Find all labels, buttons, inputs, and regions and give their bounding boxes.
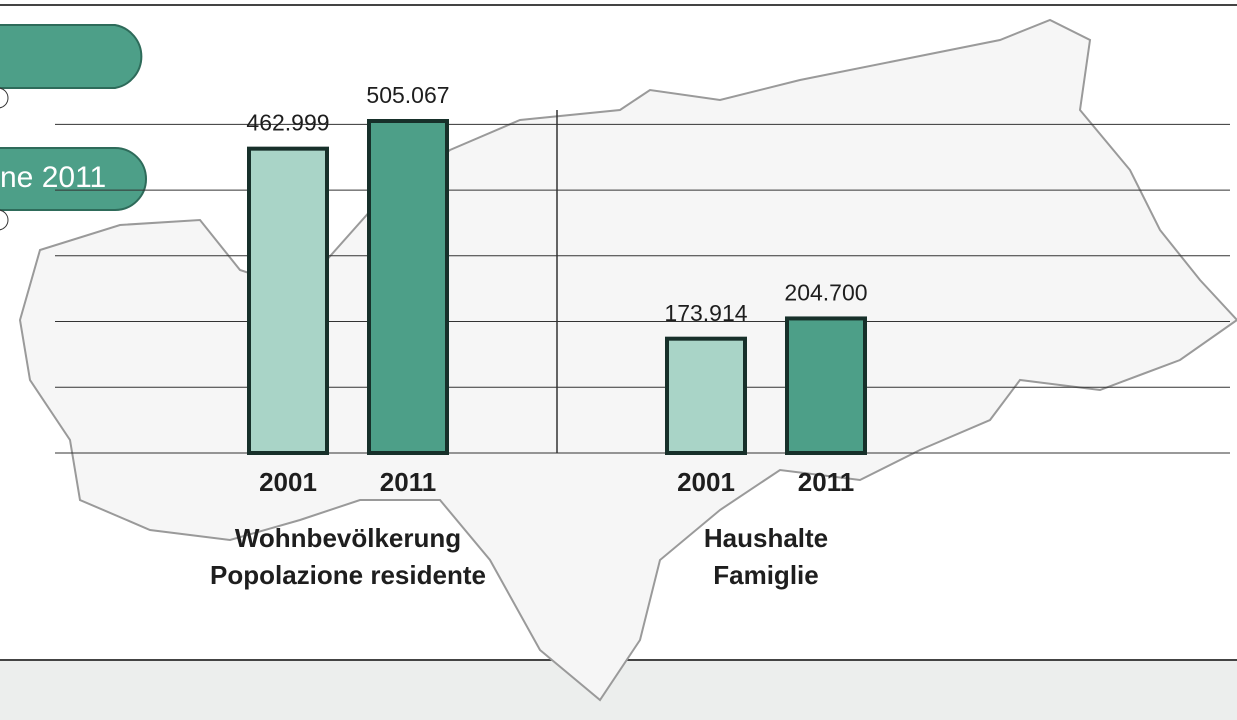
- pill-dot: [0, 87, 9, 109]
- value-label: 204.700: [784, 280, 867, 306]
- bar: [665, 336, 747, 455]
- bar: [247, 146, 329, 455]
- value-label: 173.914: [664, 300, 747, 326]
- series-label: 2011: [380, 467, 436, 497]
- bar: [367, 119, 449, 455]
- series-label: 2001: [259, 467, 317, 497]
- series-label: 2011: [798, 467, 854, 497]
- value-label: 462.999: [246, 110, 329, 136]
- category-label: Haushalte: [704, 523, 828, 553]
- category-label: Wohnbevölkerung: [235, 523, 461, 553]
- value-label: 505.067: [366, 82, 449, 108]
- pill: [0, 147, 147, 211]
- banner-text: ne 2011: [0, 161, 106, 194]
- map-outline: [18, 18, 1237, 702]
- bar: [785, 316, 867, 455]
- series-label: 2001: [677, 467, 735, 497]
- pill: [0, 24, 143, 89]
- pill-dot: [0, 209, 9, 231]
- category-label: Popolazione residente: [210, 560, 486, 590]
- category-label: Famiglie: [713, 560, 818, 590]
